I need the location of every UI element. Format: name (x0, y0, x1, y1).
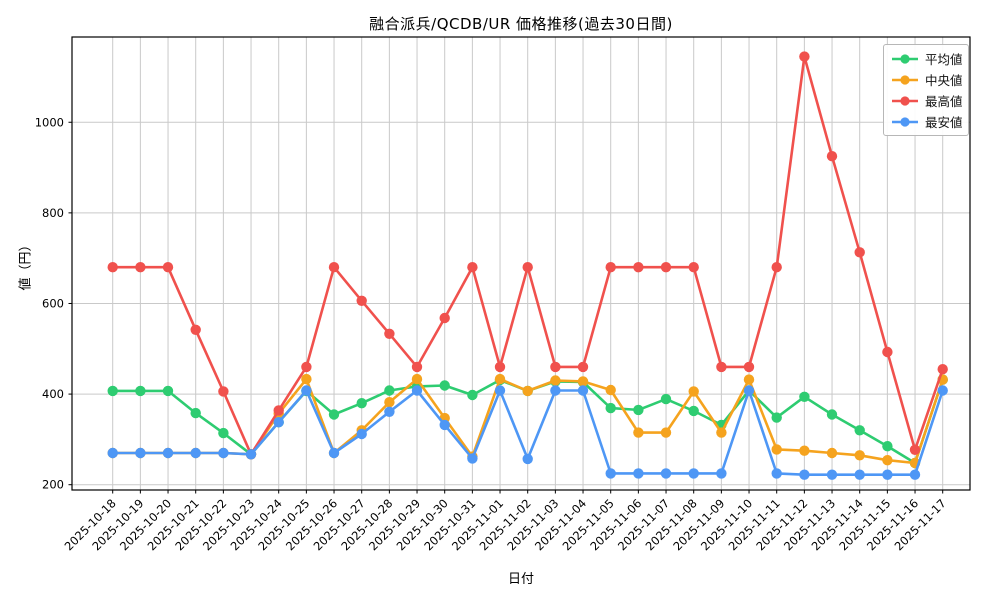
y-ticks: 200 400 600 800 1000 (35, 115, 72, 492)
legend-item-max: 最高値 (891, 92, 963, 109)
axes-box (71, 36, 971, 491)
y-tick-label: 200 (42, 478, 64, 492)
legend-item-median: 中央値 (891, 71, 963, 88)
legend-marker-median-icon (892, 74, 918, 85)
legend-label-min: 最安値 (925, 115, 963, 130)
chart-title: 融合派兵/QCDB/UR 価格推移(過去30日間) (369, 15, 673, 33)
legend: 平均値 中央値 最高値 最安値 (883, 44, 969, 136)
legend-item-min: 最安値 (891, 113, 963, 130)
legend-label-mean: 平均値 (925, 52, 963, 67)
y-tick-label: 1000 (35, 115, 64, 129)
legend-label-max: 最高値 (925, 94, 963, 109)
legend-marker-mean-icon (892, 53, 918, 64)
legend-marker-max-icon (892, 95, 918, 106)
series-3 (107, 385, 948, 480)
y-axis-label: 値（円） (18, 238, 34, 291)
y-tick-label: 800 (42, 206, 64, 220)
legend-marker-min-icon (892, 116, 918, 127)
x-ticks: 2025-10-182025-10-192025-10-202025-10-21… (62, 490, 949, 553)
series-2 (107, 51, 948, 460)
y-tick-label: 400 (42, 387, 64, 401)
legend-item-mean: 平均値 (891, 50, 963, 67)
x-axis-label: 日付 (507, 572, 534, 587)
legend-label-median: 中央値 (925, 73, 963, 88)
y-tick-label: 600 (42, 296, 64, 310)
